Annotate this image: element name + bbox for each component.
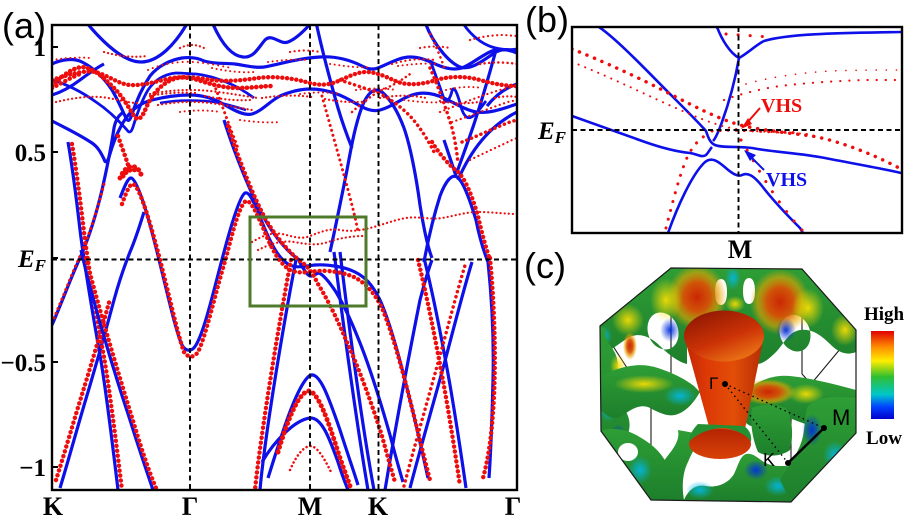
svg-text:Low: Low — [866, 428, 902, 449]
svg-text:Γ: Γ — [709, 374, 718, 393]
svg-text:1: 1 — [34, 35, 47, 62]
svg-text:M: M — [728, 235, 753, 264]
svg-text:M: M — [298, 492, 323, 520]
svg-text:VHS: VHS — [761, 95, 802, 117]
svg-text:−1: −1 — [19, 455, 46, 482]
svg-text:(c): (c) — [524, 245, 566, 286]
svg-text:−0.5: −0.5 — [1, 350, 47, 377]
svg-text:K: K — [763, 450, 775, 470]
svg-text:Γ: Γ — [505, 492, 522, 520]
svg-text:K: K — [43, 492, 64, 520]
svg-text:(a): (a) — [2, 5, 46, 46]
svg-text:Γ: Γ — [182, 492, 199, 520]
svg-text:VHS: VHS — [766, 169, 807, 191]
svg-text:EF: EF — [17, 246, 47, 275]
svg-text:K: K — [368, 492, 389, 520]
svg-text:(b): (b) — [525, 0, 569, 40]
svg-text:High: High — [864, 304, 905, 325]
svg-text:0.5: 0.5 — [15, 140, 46, 167]
svg-text:M: M — [832, 405, 850, 430]
